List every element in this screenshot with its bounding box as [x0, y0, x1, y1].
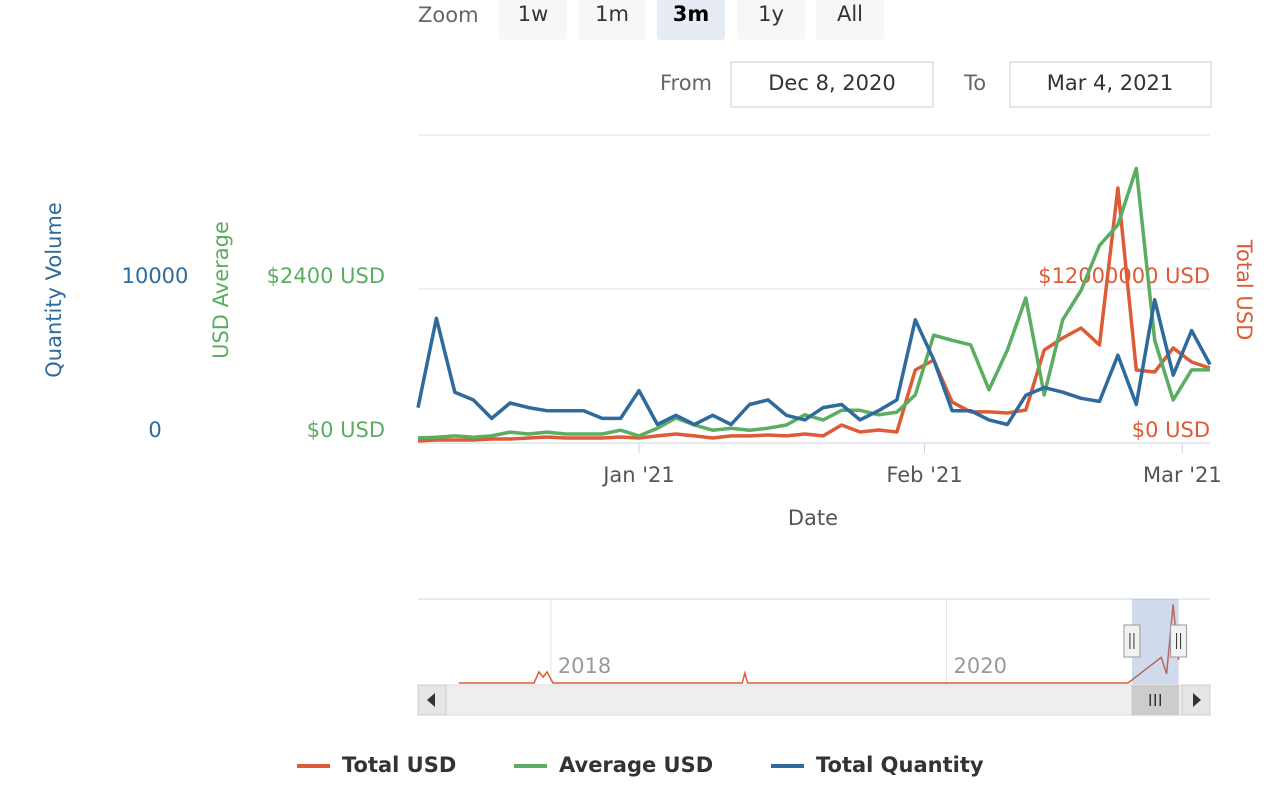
scrollbar-track[interactable] — [417, 684, 1211, 716]
from-label: From — [660, 71, 712, 95]
navigator-tick-label: 2020 — [954, 654, 1007, 678]
y3-axis-title: Total USD — [1232, 239, 1256, 341]
left-arrow — [427, 693, 435, 707]
navigator-handle[interactable] — [1123, 624, 1141, 658]
zoom-button[interactable] — [499, 0, 567, 40]
navigator-handle[interactable] — [1170, 624, 1188, 658]
y2-tick-label: $0 USD — [307, 418, 385, 442]
to-label: To — [963, 71, 986, 95]
x-tick-label: Feb '21 — [886, 463, 962, 487]
zoom-button-label[interactable]: 1w — [518, 2, 549, 26]
y3-tick-label: $0 USD — [1132, 418, 1210, 442]
x-tick-label: Jan '21 — [601, 463, 675, 487]
series-line — [417, 166, 1210, 440]
series-line — [416, 298, 1212, 427]
zoom-button[interactable] — [657, 0, 725, 40]
zoom-button-label[interactable]: 1m — [595, 2, 629, 26]
zoom-button[interactable] — [578, 0, 646, 40]
y-tick-label: 10000 — [122, 264, 189, 288]
zoom-label: Zoom — [418, 3, 479, 27]
zoom-button[interactable] — [816, 0, 884, 40]
legend-label[interactable]: Total Quantity — [816, 753, 984, 777]
zoom-button-label[interactable]: 1y — [758, 2, 784, 26]
navigator-tick-label: 2018 — [558, 654, 611, 678]
legend-label[interactable]: Average USD — [559, 753, 713, 777]
navigator-line — [458, 604, 1180, 684]
zoom-button[interactable] — [737, 0, 805, 40]
to-date[interactable]: Mar 4, 2021 — [1047, 71, 1173, 95]
y3-tick-label: $12000000 USD — [1038, 264, 1210, 288]
from-date[interactable]: Dec 8, 2020 — [768, 71, 895, 95]
y2-axis-title: USD Average — [209, 221, 233, 359]
right-arrow — [1193, 693, 1201, 707]
y-tick-label: 0 — [148, 418, 161, 442]
from-input[interactable] — [730, 61, 934, 108]
thumb-grip — [1149, 694, 1161, 706]
handle-grip — [1176, 633, 1182, 649]
x-tick-label: Mar '21 — [1143, 463, 1222, 487]
series-line — [417, 186, 1211, 443]
to-input[interactable] — [1009, 61, 1212, 108]
legend-label[interactable]: Total USD — [342, 753, 456, 777]
zoom-button-label[interactable]: All — [837, 2, 863, 26]
zoom-button-label[interactable]: 3m — [673, 2, 710, 26]
y-axis-title: Quantity Volume — [42, 202, 66, 378]
handle-grip — [1129, 633, 1135, 649]
x-axis-title: Date — [788, 506, 838, 530]
y2-tick-label: $2400 USD — [267, 264, 385, 288]
